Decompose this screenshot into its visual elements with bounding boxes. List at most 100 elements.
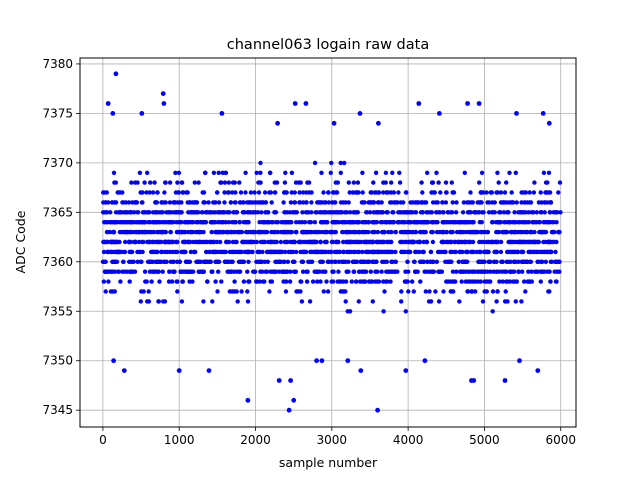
data-point [344,239,349,245]
data-point [477,180,482,185]
data-point [297,200,302,205]
outlier-point [540,111,546,116]
data-point [253,200,258,205]
data-point [170,269,176,274]
data-point [532,239,537,245]
outlier-point [121,368,127,373]
data-point [314,210,320,215]
data-point [360,249,365,255]
data-point [541,220,546,225]
data-point [413,200,418,205]
data-point [449,210,455,215]
data-point [350,259,356,264]
data-point [157,279,162,284]
data-point [147,190,152,195]
data-point [178,269,183,274]
y-tick-label: 7380 [42,57,73,71]
data-point [265,210,270,215]
data-point [258,229,263,235]
data-point [155,190,160,195]
data-point [542,210,547,215]
data-point [239,289,244,294]
data-point [282,259,287,264]
data-point [173,210,179,215]
data-point [159,259,164,264]
data-point [553,249,558,255]
data-point [425,210,430,215]
data-point [203,239,208,245]
data-point [336,269,341,274]
data-point [254,279,260,284]
data-point [482,239,487,245]
data-point [268,190,274,195]
data-point [258,170,263,175]
data-point [174,239,179,245]
data-point [228,200,234,205]
data-point [338,160,343,166]
data-point [348,249,354,255]
data-point [429,180,435,185]
data-point [213,279,218,284]
data-point [103,200,108,205]
data-point [441,210,446,215]
data-point [309,200,314,205]
data-point [453,220,458,225]
data-point [444,190,449,195]
data-point [163,180,168,185]
data-point [417,239,423,245]
data-point [193,210,199,215]
data-point [384,279,390,284]
data-point [399,299,404,304]
data-point [457,229,462,235]
data-point [184,259,189,264]
data-point [139,239,145,245]
data-point [121,259,126,264]
outlier-point [502,378,508,383]
data-point [516,259,521,264]
data-point [108,210,113,215]
data-point [108,249,113,255]
data-point [346,200,351,205]
data-point [294,249,299,255]
data-point [132,269,138,274]
data-point [422,269,427,274]
data-point [267,170,273,175]
data-point [167,220,173,225]
data-point [314,239,319,245]
data-point [245,289,250,294]
data-point [105,220,110,225]
data-point [525,200,530,205]
data-point [289,229,294,235]
outlier-point [416,101,422,106]
data-point [101,279,107,284]
data-point [336,210,341,215]
data-point [477,249,482,255]
data-point [450,279,455,284]
data-point [301,239,307,245]
data-point [301,229,307,235]
data-point [222,200,227,205]
data-point [459,220,464,225]
data-point [403,309,408,314]
data-point [198,259,203,264]
data-point [383,170,389,175]
data-point [450,200,455,205]
data-point [237,220,242,225]
data-point [340,229,345,235]
data-point [521,220,526,225]
data-point [342,160,347,166]
outlier-point [288,378,293,383]
data-point [271,269,276,274]
data-point [340,289,345,294]
x-tick-label: 6000 [545,433,576,447]
data-point [178,220,183,225]
data-point [344,269,349,274]
data-point [458,249,464,255]
data-point [301,200,306,205]
data-point [410,229,415,235]
data-point [443,249,448,255]
data-point [502,190,508,195]
data-point [355,180,361,185]
data-point [219,249,224,255]
data-point [504,259,509,264]
